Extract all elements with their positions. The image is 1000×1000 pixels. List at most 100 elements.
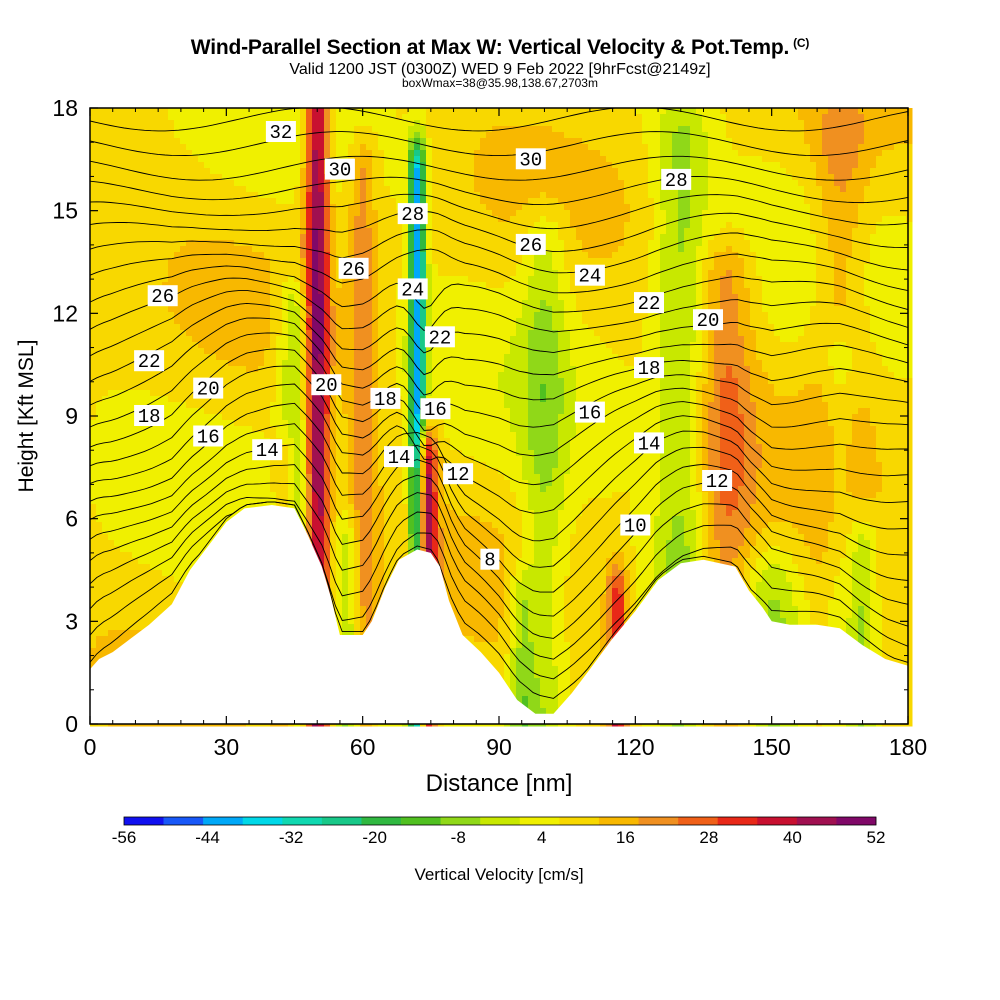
velocity-cell (144, 426, 151, 433)
velocity-cell (96, 444, 103, 451)
velocity-cell (306, 432, 313, 439)
velocity-cell (120, 336, 127, 343)
velocity-cell (126, 390, 133, 397)
velocity-cell (192, 258, 199, 265)
velocity-cell (252, 312, 259, 319)
velocity-cell (378, 318, 385, 325)
velocity-cell (258, 474, 265, 481)
velocity-cell (348, 186, 355, 193)
velocity-cell (366, 384, 373, 391)
velocity-cell (180, 342, 187, 349)
velocity-cell (210, 216, 217, 223)
velocity-cell (306, 198, 313, 205)
velocity-cell (366, 204, 373, 211)
velocity-cell (114, 516, 121, 523)
velocity-cell (348, 414, 355, 421)
velocity-cell (102, 582, 109, 589)
velocity-cell (162, 258, 169, 265)
velocity-cell (360, 246, 367, 253)
velocity-cell (204, 468, 211, 475)
velocity-cell (288, 258, 295, 265)
velocity-cell (222, 270, 229, 277)
velocity-cell (264, 270, 271, 277)
velocity-cell (96, 282, 103, 289)
velocity-cell (360, 426, 367, 433)
velocity-cell (300, 174, 307, 181)
velocity-cell (222, 444, 229, 451)
velocity-cell (132, 156, 139, 163)
velocity-cell (342, 306, 349, 313)
velocity-cell (336, 522, 343, 529)
velocity-cell (138, 492, 145, 499)
velocity-cell (162, 552, 169, 559)
velocity-cell (342, 534, 349, 541)
velocity-cell (300, 270, 307, 277)
velocity-cell (282, 456, 289, 463)
velocity-cell (96, 276, 103, 283)
velocity-cell (90, 246, 97, 253)
velocity-cell (246, 456, 253, 463)
velocity-cell (300, 402, 307, 409)
velocity-cell (90, 594, 97, 601)
velocity-cell (114, 498, 121, 505)
velocity-cell (222, 234, 229, 241)
velocity-cell (108, 552, 115, 559)
velocity-cell (348, 348, 355, 355)
velocity-cell (312, 402, 319, 409)
velocity-cell (144, 612, 151, 619)
velocity-cell (198, 408, 205, 415)
velocity-cell (180, 126, 187, 133)
velocity-cell (222, 372, 229, 379)
velocity-cell (132, 426, 139, 433)
velocity-cell (294, 504, 301, 511)
velocity-cell (366, 228, 373, 235)
velocity-cell (174, 396, 181, 403)
velocity-cell (258, 216, 265, 223)
velocity-cell (282, 264, 289, 271)
velocity-cell (342, 600, 349, 607)
velocity-cell (216, 522, 223, 529)
velocity-cell (312, 120, 319, 127)
velocity-cell (126, 576, 133, 583)
velocity-cell (312, 480, 319, 487)
velocity-cell (168, 462, 175, 469)
velocity-cell (114, 546, 121, 553)
velocity-cell (282, 330, 289, 337)
velocity-cell (102, 306, 109, 313)
velocity-cell (210, 480, 217, 487)
velocity-cell (132, 372, 139, 379)
velocity-cell (288, 252, 295, 259)
velocity-cell (258, 468, 265, 475)
velocity-cell (360, 276, 367, 283)
velocity-cell (216, 264, 223, 271)
velocity-cell (144, 132, 151, 139)
velocity-cell (312, 150, 319, 157)
velocity-cell (162, 528, 169, 535)
velocity-cell (120, 624, 127, 631)
velocity-cell (318, 402, 325, 409)
velocity-cell (318, 474, 325, 481)
velocity-cell (180, 414, 187, 421)
velocity-cell (228, 252, 235, 259)
velocity-cell (330, 438, 337, 445)
velocity-cell (186, 228, 193, 235)
velocity-cell (204, 234, 211, 241)
velocity-cell (360, 348, 367, 355)
velocity-cell (156, 210, 163, 217)
velocity-cell (96, 642, 103, 649)
velocity-cell (120, 258, 127, 265)
velocity-cell (252, 216, 259, 223)
velocity-cell (246, 492, 253, 499)
velocity-cell (324, 528, 331, 535)
velocity-cell (126, 492, 133, 499)
velocity-cell (192, 114, 199, 121)
velocity-cell (246, 306, 253, 313)
velocity-cell (126, 150, 133, 157)
velocity-cell (336, 492, 343, 499)
velocity-cell (288, 270, 295, 277)
velocity-cell (192, 270, 199, 277)
velocity-cell (366, 336, 373, 343)
velocity-cell (276, 432, 283, 439)
velocity-cell (90, 504, 97, 511)
velocity-cell (186, 282, 193, 289)
